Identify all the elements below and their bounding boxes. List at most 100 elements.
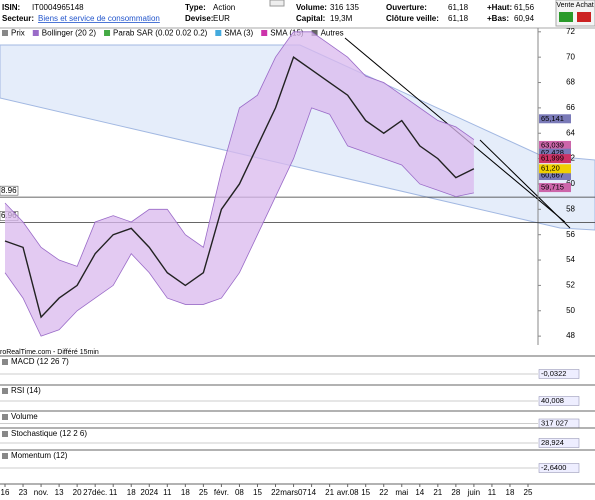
- panel-value: 28,924: [541, 438, 564, 447]
- trend-line: [479, 139, 571, 229]
- panel-title: Momentum (12): [11, 451, 68, 460]
- x-tick-label: avr.08: [337, 488, 359, 497]
- price-tag: [539, 148, 571, 158]
- bollinger-line: [4, 107, 474, 337]
- field-value: EUR: [213, 14, 230, 23]
- panel-tag: [538, 396, 580, 406]
- y-tick-label: 66: [566, 103, 575, 112]
- field-label: +Bas:: [487, 14, 509, 23]
- y-tick-label: 48: [566, 331, 575, 340]
- y-tick-label: 70: [566, 52, 575, 61]
- price-tag: [539, 154, 571, 164]
- panel-tag: [538, 438, 580, 448]
- field-label: Capital:: [296, 14, 325, 23]
- price-tag-label: 63,039: [541, 140, 564, 149]
- trade-label: Vente Achat: [556, 2, 593, 9]
- y-tick-label: 54: [566, 255, 575, 264]
- panel-icon: [2, 431, 8, 437]
- price-tag-label: 59,715: [541, 183, 564, 192]
- price-tag: [539, 140, 571, 150]
- field-label: Ouverture:: [386, 3, 427, 12]
- price-tag: [539, 164, 571, 174]
- sell-button[interactable]: [559, 12, 573, 22]
- field-label: Clôture veille:: [386, 14, 439, 23]
- price-tag-label: 65,141: [541, 114, 564, 123]
- x-tick-label: 15: [253, 488, 262, 497]
- field-label: Devise:: [185, 14, 213, 23]
- legend-swatch: [32, 30, 39, 36]
- panel-icon: [2, 359, 8, 365]
- x-tick-label: mars07: [280, 488, 307, 497]
- x-tick-label: 18: [506, 488, 515, 497]
- field-label: ISIN:: [2, 3, 20, 12]
- panel-icon: [2, 414, 8, 420]
- x-tick-label: 18: [181, 488, 190, 497]
- legend-label: SMA (3): [224, 29, 253, 38]
- legend-label: Autres: [321, 29, 344, 38]
- y-tick-label: 56: [566, 230, 575, 239]
- x-tick-label: 21: [325, 488, 334, 497]
- price-tag: [539, 171, 571, 181]
- x-tick-label: 27déc.: [83, 488, 107, 497]
- y-tick-label: 52: [566, 281, 575, 290]
- x-tick-label: 11: [488, 488, 497, 497]
- buy-button[interactable]: [577, 12, 591, 22]
- bollinger-line: [4, 31, 475, 267]
- price-tag-label: 60,667: [541, 170, 564, 179]
- price-tag-label: 61,999: [541, 154, 564, 163]
- panel-icon: [2, 453, 8, 459]
- legend-swatch: [261, 30, 268, 36]
- y-tick-label: 64: [566, 128, 575, 137]
- y-tick-label: 50: [566, 306, 575, 315]
- panel-icon: [2, 388, 8, 394]
- panel-title: RSI (14): [11, 386, 41, 395]
- field-value: Biens et service de consommation: [38, 14, 160, 23]
- x-tick-label: 25: [199, 488, 208, 497]
- level-label: 8.96: [1, 186, 17, 195]
- x-tick-label: 16: [1, 488, 10, 497]
- x-tick-label: 20: [73, 488, 82, 497]
- x-tick-label: 14: [307, 488, 316, 497]
- field-label: Type:: [185, 3, 206, 12]
- x-tick-label: 11: [109, 488, 118, 497]
- x-tick-label: 11: [163, 488, 172, 497]
- price-tag: [539, 114, 571, 124]
- panel-value: 317 027: [541, 418, 568, 427]
- field-value: 61,56: [514, 3, 535, 12]
- field-label: Volume:: [296, 3, 327, 12]
- x-tick-label: mai: [395, 488, 408, 497]
- x-tick-label: févr.: [214, 488, 229, 497]
- y-tick-label: 58: [566, 204, 575, 213]
- x-tick-label: 28: [451, 488, 460, 497]
- level-tag: [0, 185, 19, 196]
- field-value: 316 135: [330, 3, 359, 12]
- x-tick-label: 22: [379, 488, 388, 497]
- panel-value: -0,0322: [541, 369, 566, 378]
- y-tick-label: 68: [566, 78, 575, 87]
- y-tick-label: 72: [566, 27, 575, 36]
- field-value: 61,18: [448, 14, 469, 23]
- legend-label: Bollinger (20 2): [42, 29, 97, 38]
- toggle[interactable]: [269, 0, 285, 7]
- panel-title: MACD (12 26 7): [11, 357, 69, 366]
- field-label: Secteur:: [2, 14, 34, 23]
- x-tick-label: 21: [433, 488, 442, 497]
- panel-value: 40,008: [541, 396, 564, 405]
- price-tag-label: 62,428: [541, 148, 564, 157]
- panel-tag: [538, 369, 580, 379]
- source: roRealTime.com - Différé 15min: [0, 349, 99, 356]
- legend-label: Prix: [11, 29, 25, 38]
- x-tick-label: nov.: [34, 488, 49, 497]
- panel-value: -2,6400: [541, 463, 566, 472]
- price-line: [4, 56, 475, 319]
- price-tag-label: 61,20: [541, 164, 560, 173]
- x-tick-label: 15: [361, 488, 370, 497]
- panel-title: Volume: [11, 412, 38, 421]
- x-tick-label: 14: [415, 488, 424, 497]
- x-tick-label: 22: [271, 488, 280, 497]
- price-tag: [539, 183, 571, 193]
- field-value: 61,18: [448, 3, 469, 12]
- x-tick-label: juin: [467, 488, 480, 497]
- field-value: IT0004965148: [32, 3, 84, 12]
